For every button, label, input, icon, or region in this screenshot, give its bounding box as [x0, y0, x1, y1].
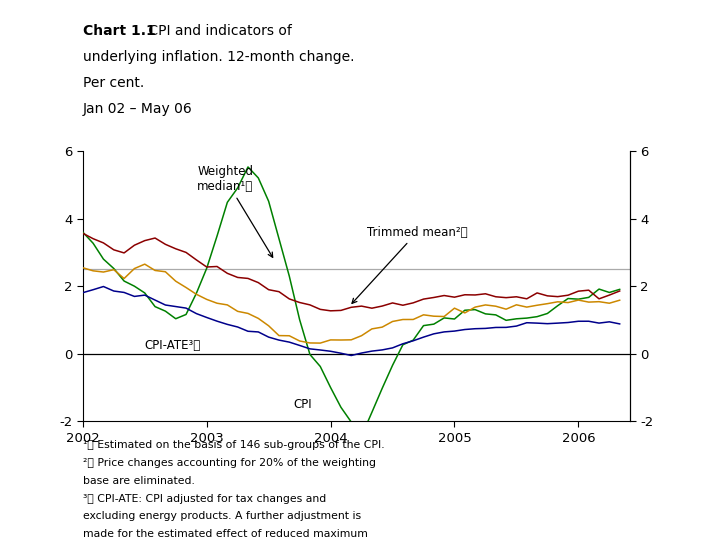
Text: CPI-ATE³⦳: CPI-ATE³⦳: [145, 339, 201, 352]
Text: CPI: CPI: [294, 397, 312, 411]
Text: ²⦳ Price changes accounting for 20% of the weighting: ²⦳ Price changes accounting for 20% of t…: [83, 458, 376, 468]
Text: Chart 1.1: Chart 1.1: [83, 24, 156, 38]
Text: underlying inflation. 12-month change.: underlying inflation. 12-month change.: [83, 50, 354, 64]
Text: made for the estimated effect of reduced maximum: made for the estimated effect of reduced…: [83, 529, 368, 539]
Text: ¹⦳ Estimated on the basis of 146 sub-groups of the CPI.: ¹⦳ Estimated on the basis of 146 sub-gro…: [83, 440, 384, 450]
Text: ³⦳ CPI-ATE: CPI adjusted for tax changes and: ³⦳ CPI-ATE: CPI adjusted for tax changes…: [83, 494, 326, 504]
Text: CPI and indicators of: CPI and indicators of: [144, 24, 292, 38]
Text: Per cent.: Per cent.: [83, 76, 144, 90]
Text: excluding energy products. A further adjustment is: excluding energy products. A further adj…: [83, 511, 361, 522]
Text: Jan 02 – May 06: Jan 02 – May 06: [83, 102, 192, 116]
Text: Weighted
median¹⦳: Weighted median¹⦳: [197, 165, 273, 258]
Text: base are eliminated.: base are eliminated.: [83, 476, 194, 486]
Text: Trimmed mean²⦳: Trimmed mean²⦳: [352, 226, 467, 303]
